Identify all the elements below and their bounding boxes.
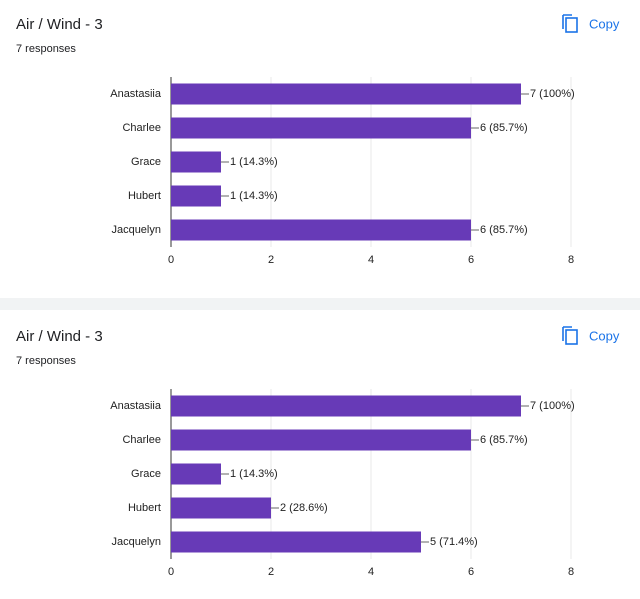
category-label: Jacquelyn — [111, 536, 161, 548]
category-label: Charlee — [122, 434, 161, 446]
bar — [171, 83, 521, 105]
chart-title: Air / Wind - 3 — [16, 328, 103, 345]
separator — [0, 298, 640, 310]
copy-icon — [562, 326, 572, 341]
bar — [171, 497, 271, 519]
copy-label[interactable]: Copy — [589, 328, 620, 343]
bar — [171, 117, 471, 139]
x-tick-label: 2 — [268, 254, 274, 266]
chart-title: Air / Wind - 3 — [16, 16, 103, 33]
value-label: 2 (28.6%) — [280, 502, 328, 514]
category-label: Grace — [131, 468, 161, 480]
value-label: 1 (14.3%) — [230, 190, 278, 202]
x-tick-label: 8 — [568, 254, 574, 266]
copy-label[interactable]: Copy — [589, 16, 620, 31]
response-count: 7 responses — [16, 43, 76, 55]
category-label: Jacquelyn — [111, 224, 161, 236]
value-label: 7 (100%) — [530, 88, 575, 100]
bar — [171, 463, 221, 485]
x-tick-label: 6 — [468, 566, 474, 578]
bar — [171, 185, 221, 207]
x-tick-label: 4 — [368, 254, 374, 266]
category-label: Anastasiia — [110, 400, 162, 412]
x-tick-label: 4 — [368, 566, 374, 578]
response-count: 7 responses — [16, 355, 76, 367]
bar — [171, 151, 221, 173]
category-label: Anastasiia — [110, 88, 162, 100]
category-label: Hubert — [128, 190, 161, 202]
bar — [171, 395, 521, 417]
bar — [171, 429, 471, 451]
x-tick-label: 0 — [168, 254, 174, 266]
copy-icon — [562, 14, 572, 29]
bar — [171, 219, 471, 241]
value-label: 6 (85.7%) — [480, 434, 528, 446]
x-tick-label: 8 — [568, 566, 574, 578]
bar — [171, 531, 421, 553]
category-label: Grace — [131, 156, 161, 168]
category-label: Hubert — [128, 502, 161, 514]
x-tick-label: 6 — [468, 254, 474, 266]
value-label: 7 (100%) — [530, 400, 575, 412]
x-tick-label: 0 — [168, 566, 174, 578]
x-tick-label: 2 — [268, 566, 274, 578]
value-label: 1 (14.3%) — [230, 156, 278, 168]
copy-button[interactable]: Copy — [562, 14, 620, 33]
value-label: 6 (85.7%) — [480, 224, 528, 236]
copy-button[interactable]: Copy — [562, 326, 620, 345]
copy-icon — [565, 17, 578, 33]
value-label: 6 (85.7%) — [480, 122, 528, 134]
copy-icon — [565, 329, 578, 345]
value-label: 5 (71.4%) — [430, 536, 478, 548]
value-label: 1 (14.3%) — [230, 468, 278, 480]
category-label: Charlee — [122, 122, 161, 134]
